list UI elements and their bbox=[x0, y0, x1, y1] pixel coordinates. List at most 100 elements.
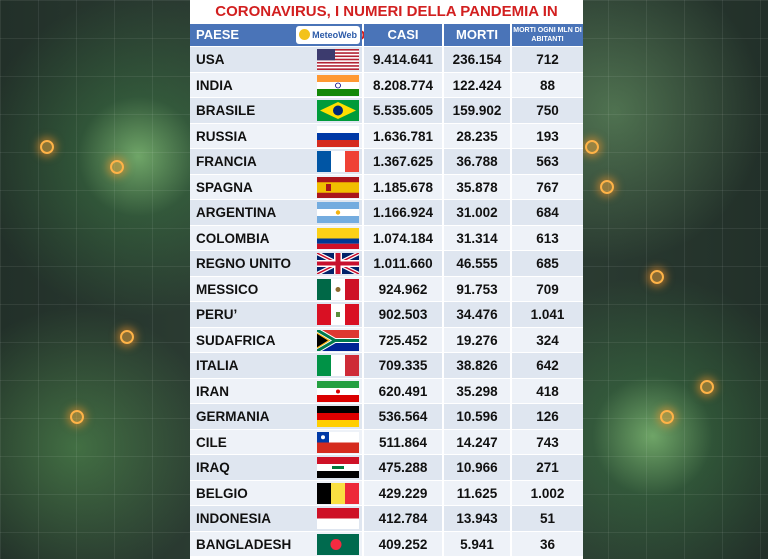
deaths-per-million: 126 bbox=[512, 404, 583, 429]
hotspot-dot bbox=[700, 380, 714, 394]
deaths: 46.555 bbox=[444, 251, 510, 276]
deaths-per-million: 709 bbox=[512, 276, 583, 301]
italy-flag-icon bbox=[317, 355, 359, 376]
total-cases: 409.252 bbox=[364, 531, 442, 556]
table-row: RUSSIA 1.636.781 28.235 193 bbox=[190, 123, 583, 148]
hotspot-dot bbox=[650, 270, 664, 284]
deaths: 36.788 bbox=[444, 149, 510, 174]
total-cases: 1.636.781 bbox=[364, 123, 442, 148]
table-row: MESSICO 924.962 91.753 709 bbox=[190, 276, 583, 301]
header-cases: CASI TOTALI bbox=[364, 24, 442, 64]
stats-table-panel: CORONAVIRUS, I NUMERI DELLA PANDEMIA IN … bbox=[190, 0, 583, 559]
total-cases: 1.367.625 bbox=[364, 149, 442, 174]
total-cases: 9.414.641 bbox=[364, 47, 442, 72]
total-cases: 536.564 bbox=[364, 404, 442, 429]
table-row: ARGENTINA 1.166.924 31.002 684 bbox=[190, 200, 583, 225]
germany-flag-icon bbox=[317, 406, 359, 427]
belgium-flag-icon bbox=[317, 482, 359, 504]
hotspot-dot bbox=[110, 160, 124, 174]
total-cases: 475.288 bbox=[364, 455, 442, 480]
total-cases: 902.503 bbox=[364, 302, 442, 327]
total-cases: 429.229 bbox=[364, 480, 442, 505]
south-africa-flag-icon bbox=[317, 329, 359, 351]
deaths-per-million: 324 bbox=[512, 327, 583, 352]
total-cases: 709.335 bbox=[364, 353, 442, 378]
deaths: 31.002 bbox=[444, 200, 510, 225]
logo-text: MeteoWeb bbox=[312, 30, 357, 40]
deaths-per-million: 712 bbox=[512, 47, 583, 72]
deaths-per-million: 1.002 bbox=[512, 480, 583, 505]
deaths-per-million: 743 bbox=[512, 429, 583, 454]
spain-flag-icon bbox=[317, 176, 359, 198]
mexico-flag-icon bbox=[317, 278, 359, 300]
deaths: 35.878 bbox=[444, 174, 510, 199]
deaths-per-million: 1.041 bbox=[512, 302, 583, 327]
chile-flag-icon bbox=[317, 431, 359, 453]
iran-flag-icon bbox=[317, 380, 359, 402]
deaths: 34.476 bbox=[444, 302, 510, 327]
deaths: 38.826 bbox=[444, 353, 510, 378]
deaths: 236.154 bbox=[444, 47, 510, 72]
total-cases: 1.185.678 bbox=[364, 174, 442, 199]
deaths-per-million: 642 bbox=[512, 353, 583, 378]
deaths: 31.314 bbox=[444, 225, 510, 250]
table-row: IRAN 620.491 35.298 418 bbox=[190, 378, 583, 403]
deaths-per-million: 51 bbox=[512, 506, 583, 531]
table-row: INDONESIA 412.784 13.943 51 bbox=[190, 506, 583, 531]
deaths: 10.966 bbox=[444, 455, 510, 480]
deaths-per-million: 36 bbox=[512, 531, 583, 556]
deaths: 35.298 bbox=[444, 378, 510, 403]
table-row: ITALIA 709.335 38.826 642 bbox=[190, 353, 583, 378]
deaths-per-million: 613 bbox=[512, 225, 583, 250]
deaths-per-million: 767 bbox=[512, 174, 583, 199]
hotspot-dot bbox=[40, 140, 54, 154]
table-row: GERMANIA 536.564 10.596 126 bbox=[190, 404, 583, 429]
bangladesh-flag-icon bbox=[317, 533, 359, 555]
table-row: PERU’ 902.503 34.476 1.041 bbox=[190, 302, 583, 327]
table-row: USA 9.414.641 236.154 712 bbox=[190, 47, 583, 72]
russia-flag-icon bbox=[317, 125, 359, 147]
total-cases: 511.864 bbox=[364, 429, 442, 454]
table-row: SUDAFRICA 725.452 19.276 324 bbox=[190, 327, 583, 352]
deaths: 11.625 bbox=[444, 480, 510, 505]
total-cases: 620.491 bbox=[364, 378, 442, 403]
france-flag-icon bbox=[317, 151, 359, 172]
total-cases: 1.166.924 bbox=[364, 200, 442, 225]
deaths: 91.753 bbox=[444, 276, 510, 301]
country-name: CILE bbox=[190, 429, 362, 454]
total-cases: 1.011.660 bbox=[364, 251, 442, 276]
deaths: 19.276 bbox=[444, 327, 510, 352]
deaths: 13.943 bbox=[444, 506, 510, 531]
total-cases: 8.208.774 bbox=[364, 72, 442, 97]
deaths-per-million: 193 bbox=[512, 123, 583, 148]
total-cases: 5.535.605 bbox=[364, 98, 442, 123]
uk-flag-icon bbox=[317, 253, 359, 274]
deaths-per-million: 750 bbox=[512, 98, 583, 123]
peru-flag-icon bbox=[317, 304, 359, 325]
deaths-per-million: 271 bbox=[512, 455, 583, 480]
deaths: 10.596 bbox=[444, 404, 510, 429]
deaths: 122.424 bbox=[444, 72, 510, 97]
iraq-flag-icon bbox=[317, 457, 359, 478]
deaths: 14.247 bbox=[444, 429, 510, 454]
sun-icon bbox=[299, 29, 310, 40]
hotspot-dot bbox=[70, 410, 84, 424]
meteoweb-logo: MeteoWeb bbox=[296, 26, 360, 44]
deaths-per-million: 684 bbox=[512, 200, 583, 225]
page-title: CORONAVIRUS, I NUMERI DELLA PANDEMIA IN … bbox=[215, 3, 558, 44]
table-row: FRANCIA 1.367.625 36.788 563 bbox=[190, 149, 583, 174]
indonesia-flag-icon bbox=[317, 508, 359, 529]
table-row: BELGIO 429.229 11.625 1.002 bbox=[190, 480, 583, 505]
hotspot-dot bbox=[660, 410, 674, 424]
table-row: CILE 511.864 14.247 743 bbox=[190, 429, 583, 454]
india-flag-icon bbox=[317, 74, 359, 96]
table-row: REGNO UNITO 1.011.660 46.555 685 bbox=[190, 251, 583, 276]
deaths: 5.941 bbox=[444, 531, 510, 556]
deaths: 159.902 bbox=[444, 98, 510, 123]
header-deaths: MORTI bbox=[444, 24, 510, 46]
total-cases: 924.962 bbox=[364, 276, 442, 301]
brazil-flag-icon bbox=[317, 100, 359, 121]
total-cases: 725.452 bbox=[364, 327, 442, 352]
deaths: 28.235 bbox=[444, 123, 510, 148]
header-rate: MORTI OGNI MLN DI ABITANTI bbox=[512, 24, 583, 46]
